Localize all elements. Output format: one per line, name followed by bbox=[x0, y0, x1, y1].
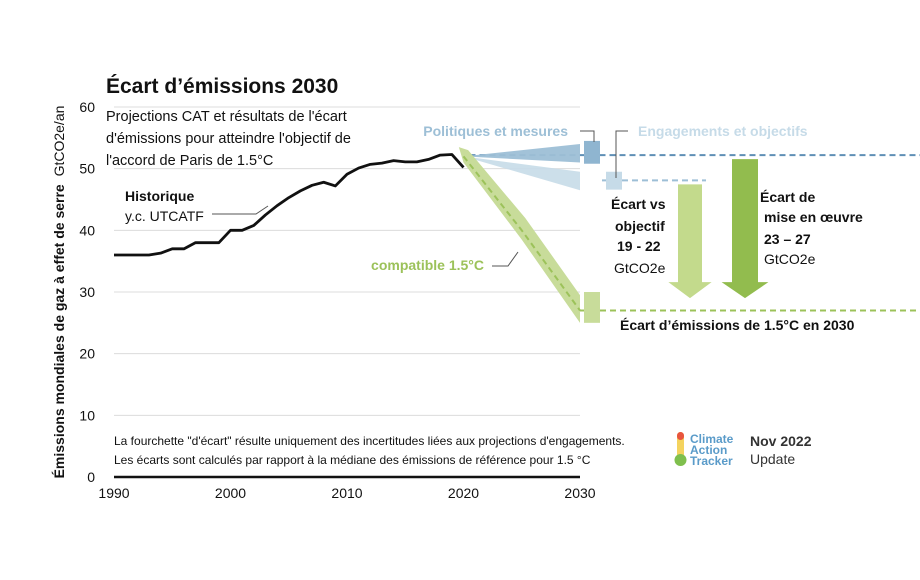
logo-word-climate: Climate bbox=[690, 432, 734, 446]
subtitle-line-3: l'accord de Paris de 1.5°C bbox=[106, 153, 273, 169]
footnote-1: La fourchette "d'écart" résulte uniqueme… bbox=[114, 434, 625, 448]
gap-impl-line-1: Écart de bbox=[760, 189, 815, 205]
y-tick-30: 30 bbox=[79, 284, 95, 300]
x-tick-2030: 2030 bbox=[564, 485, 595, 501]
compatible-leader-line bbox=[492, 251, 519, 267]
x-tick-2000: 2000 bbox=[215, 485, 246, 501]
x-tick-1990: 1990 bbox=[98, 485, 129, 501]
projection-layer bbox=[458, 140, 920, 323]
gap-targets-line-1: Écart vs bbox=[611, 196, 666, 212]
y-tick-20: 20 bbox=[79, 346, 95, 362]
gap-1-5-label: Écart d’émissions de 1.5°C en 2030 bbox=[620, 317, 855, 333]
y-axis-title: Émissions mondiales de gaz à effet de se… bbox=[51, 184, 67, 478]
x-tick-2010: 2010 bbox=[331, 485, 362, 501]
policies-leader-line bbox=[580, 130, 595, 142]
gap-impl-line-3: 23 – 27 bbox=[764, 231, 811, 247]
y-tick-60: 60 bbox=[79, 99, 95, 115]
historique-leader-line bbox=[212, 205, 269, 215]
y-axis-unit: GtCO2e/an bbox=[51, 106, 67, 177]
pledges-label: Engagements et objectifs bbox=[638, 123, 808, 139]
subtitle-line-2: d'émissions pour atteindre l'objectif de bbox=[106, 131, 351, 147]
y-tick-0: 0 bbox=[87, 469, 95, 485]
subtitle-line-1: Projections CAT et résultats de l'écart bbox=[106, 109, 347, 125]
gap-arrows bbox=[668, 159, 769, 299]
update-label: Update bbox=[750, 451, 795, 467]
gap-targets-line-2: objectif bbox=[615, 218, 665, 234]
gap-impl-line-2: mise en œuvre bbox=[764, 209, 863, 225]
x-tick-2020: 2020 bbox=[448, 485, 479, 501]
cat-logo: Climate Action Tracker bbox=[674, 432, 734, 468]
grid-lines bbox=[114, 106, 580, 416]
compatible-1-5-label: compatible 1.5°C bbox=[371, 257, 484, 273]
gap-implementation-arrow bbox=[721, 159, 769, 299]
thermometer-icon bbox=[674, 432, 687, 466]
policies-2030-bar bbox=[584, 140, 600, 164]
policies-label: Politiques et mesures bbox=[423, 123, 568, 139]
pledges-fan bbox=[463, 156, 580, 191]
compatible-band bbox=[458, 147, 580, 323]
gap-impl-line-4: GtCO2e bbox=[764, 251, 816, 267]
policies-fan bbox=[463, 144, 580, 163]
footnote-2: Les écarts sont calculés par rapport à l… bbox=[114, 453, 591, 467]
x-tick-labels: 1990 2000 2010 2020 2030 bbox=[98, 485, 595, 501]
gap-targets-line-4: GtCO2e bbox=[614, 260, 666, 276]
historique-sublabel: y.c. UTCATF bbox=[125, 208, 204, 224]
y-tick-50: 50 bbox=[79, 161, 95, 177]
historique-label: Historique bbox=[125, 188, 194, 204]
svg-text:Émissions mondiales de gaz à e: Émissions mondiales de gaz à effet de se… bbox=[51, 106, 67, 479]
update-date: Nov 2022 bbox=[750, 433, 812, 449]
historical-series-line bbox=[114, 153, 465, 257]
y-tick-40: 40 bbox=[79, 222, 95, 238]
y-tick-labels: 0 10 20 30 40 50 60 bbox=[79, 99, 95, 485]
logo-word-tracker: Tracker bbox=[690, 454, 733, 468]
chart-title: Écart d’émissions 2030 bbox=[106, 75, 338, 98]
gap-targets-line-3: 19 - 22 bbox=[617, 238, 661, 254]
logo-word-action: Action bbox=[690, 443, 727, 457]
pledges-leader-line bbox=[615, 130, 628, 178]
gap-targets-arrow bbox=[668, 184, 712, 299]
y-axis-label: Émissions mondiales de gaz à effet de se… bbox=[51, 106, 67, 479]
pledges-2030-bar bbox=[606, 171, 622, 190]
y-tick-10: 10 bbox=[79, 407, 95, 423]
compatible-median-line bbox=[462, 155, 581, 312]
compatible-2030-bar bbox=[584, 292, 600, 323]
